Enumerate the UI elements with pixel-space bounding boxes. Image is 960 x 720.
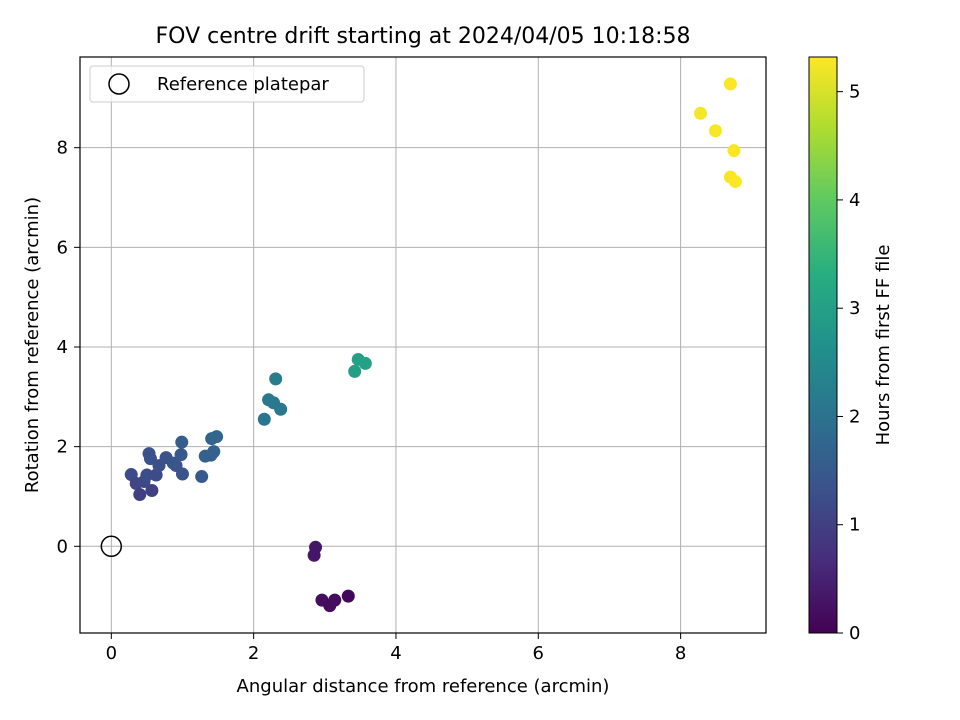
x-axis-ticks: 0 2 4 6 8: [106, 633, 686, 664]
y-tick-label: 0: [57, 536, 68, 557]
y-tick-label: 6: [57, 237, 68, 258]
scatter-point: [269, 372, 283, 386]
plot-frame: [79, 56, 767, 634]
y-axis-label: Rotation from reference (arcmin): [22, 197, 43, 493]
scatter-point: [727, 144, 741, 158]
scatter-point: [195, 470, 209, 484]
scatter-point: [175, 435, 189, 449]
y-tick-label: 2: [57, 437, 68, 458]
colorbar-tick-label: 1: [849, 515, 860, 536]
chart-title: FOV centre drift starting at 2024/04/05 …: [156, 24, 691, 49]
scatter-point: [133, 487, 147, 501]
colorbar-label: Hours from first FF file: [873, 245, 894, 446]
scatter-point: [728, 175, 742, 189]
x-tick-label: 0: [106, 643, 117, 664]
x-tick-label: 6: [533, 643, 544, 664]
scatter-point: [341, 589, 355, 603]
scatter-point: [207, 445, 221, 459]
legend: Reference platepar: [89, 65, 365, 103]
scatter-point: [174, 448, 188, 462]
colorbar-tick-label: 2: [849, 406, 860, 427]
scatter-point: [274, 402, 288, 416]
scatter-point: [140, 468, 154, 482]
x-axis-label: Angular distance from reference (arcmin): [237, 676, 610, 697]
colorbar: 0 1 2 3 4 5 Hours from first FF file: [808, 56, 894, 644]
legend-reference-label: Reference platepar: [157, 74, 329, 95]
x-tick-label: 4: [390, 643, 401, 664]
data-points: [100, 77, 742, 613]
colorbar-ticks: 0 1 2 3 4 5: [837, 82, 860, 644]
y-tick-label: 8: [57, 138, 68, 159]
y-axis-ticks: 0 2 4 6 8: [57, 138, 80, 557]
scatter-point: [694, 106, 708, 120]
legend-reference-marker-icon: [108, 73, 130, 95]
scatter-point: [358, 356, 372, 370]
scatter-point: [307, 548, 321, 562]
scatter-point: [210, 430, 224, 444]
reference-platepar-marker: [100, 535, 123, 558]
colorbar-tick-label: 0: [849, 623, 860, 644]
scatter-point: [257, 412, 271, 426]
x-tick-label: 8: [675, 643, 686, 664]
scatter-point: [708, 124, 722, 138]
y-tick-label: 4: [57, 337, 68, 358]
scatter-point: [175, 467, 189, 481]
scatter-point: [348, 364, 362, 378]
grid-lines: [80, 57, 766, 633]
colorbar-tick-label: 5: [849, 82, 860, 103]
colorbar-tick-label: 3: [849, 298, 860, 319]
legend-box: [89, 65, 365, 103]
scatter-point: [328, 593, 342, 607]
scatter-point: [723, 77, 737, 91]
colorbar-gradient: [808, 56, 838, 634]
scatter-point: [145, 483, 159, 497]
colorbar-tick-label: 4: [849, 190, 860, 211]
x-tick-label: 2: [248, 643, 259, 664]
